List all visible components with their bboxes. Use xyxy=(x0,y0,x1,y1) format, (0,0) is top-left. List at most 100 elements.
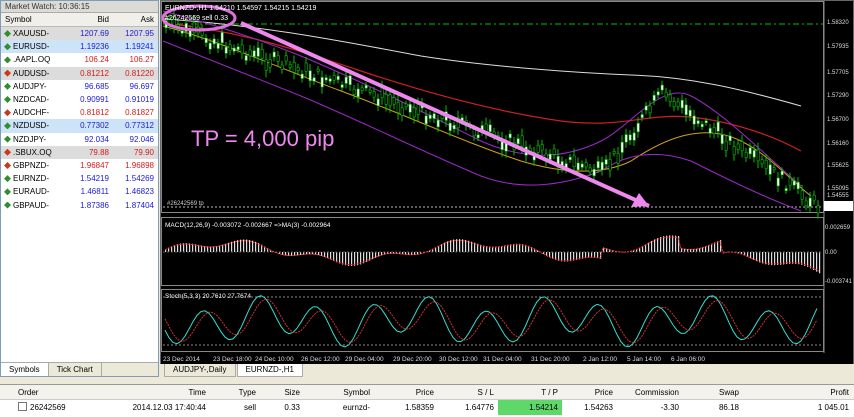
price-chart[interactable]: EURNZD-,H1 1.54210 1.54597 1.54215 1.542… xyxy=(161,1,853,365)
col-bid[interactable]: Bid xyxy=(97,15,109,24)
macd-bar xyxy=(477,243,479,252)
market-watch-header: Symbol Bid Ask xyxy=(1,13,158,27)
symbol-row[interactable]: GBPAUD- 1.87386 1.87404 xyxy=(1,198,158,211)
symbol-name: AUDUSD- xyxy=(1,67,63,80)
macd-bar xyxy=(204,245,206,252)
candle-body xyxy=(288,64,292,68)
ask-value: 1.19241 xyxy=(125,42,154,52)
macd-bar xyxy=(351,252,353,266)
price-tick-label: 1.54555 xyxy=(827,193,849,199)
symbol-row[interactable]: EURAUD- 1.46811 1.46823 xyxy=(1,185,158,198)
tab-tick-chart[interactable]: Tick Chart xyxy=(49,363,102,376)
macd-bar xyxy=(801,252,803,265)
tab-symbols[interactable]: Symbols xyxy=(1,363,49,376)
symbol-row[interactable]: XAUUSD- 1207.69 1207.95 xyxy=(1,27,158,41)
candle-body xyxy=(624,134,628,143)
symbol-row[interactable]: NZDUSD- 0.77302 0.77312 xyxy=(1,119,158,133)
macd-bar xyxy=(702,247,704,252)
macd-bar xyxy=(696,248,698,252)
col-sl[interactable]: S / L xyxy=(477,388,494,397)
macd-bar xyxy=(303,252,305,255)
col-symbol[interactable]: Symbol xyxy=(5,15,32,24)
candle-body xyxy=(184,23,188,32)
symbol-row[interactable]: AUDJPY- 96.685 96.697 xyxy=(1,80,158,93)
stoch-signal-line xyxy=(164,298,818,344)
macd-bar xyxy=(810,252,812,269)
macd-bar xyxy=(456,239,458,252)
macd-bar xyxy=(282,252,284,255)
symbol-row[interactable]: EURNZD- 1.54219 1.54269 xyxy=(1,172,158,185)
candle-body xyxy=(760,159,764,165)
macd-bar xyxy=(498,246,500,252)
symbol-row[interactable]: NZDCAD- 0.90991 0.91019 xyxy=(1,93,158,106)
macd-bar xyxy=(537,250,539,252)
symbol-row[interactable]: .SBUX.OQ 79.88 79.90 xyxy=(1,145,158,159)
symbol-label: NZDJPY- xyxy=(13,134,47,144)
candle-body xyxy=(376,98,380,106)
col-tp[interactable]: T / P xyxy=(541,388,558,397)
candle-body xyxy=(672,101,676,107)
col-order[interactable]: Order xyxy=(18,388,39,397)
candle-body xyxy=(752,150,756,158)
col-price[interactable]: Price xyxy=(415,388,434,397)
macd-bar xyxy=(225,243,227,252)
symbol-name: .SBUX.OQ xyxy=(1,146,63,159)
macd-bar xyxy=(528,245,530,252)
bid-value: 1.19236 xyxy=(80,42,109,52)
chart-window[interactable]: EURNZD-,H1 1.54210 1.54597 1.54215 1.542… xyxy=(160,0,854,377)
symbol-row[interactable]: AUDCHF- 0.81812 0.81827 xyxy=(1,106,158,119)
symbol-row[interactable]: .AAPL.OQ 106.24 106.27 xyxy=(1,53,158,66)
macd-bar xyxy=(168,247,170,252)
price-tick-label: 1.55625 xyxy=(827,163,849,169)
candle-body xyxy=(740,141,744,152)
order-time: 2014.12.03 17:40:44 xyxy=(132,403,206,412)
col-ask[interactable]: Ask xyxy=(140,15,154,24)
macd-bar xyxy=(471,241,473,252)
col-symbol[interactable]: Symbol xyxy=(343,388,370,397)
time-tick-label: 26 Dec 12:00 xyxy=(301,356,340,363)
candle-body xyxy=(256,47,260,57)
tab-chart-audjpy[interactable]: AUDJPY-,Daily xyxy=(164,364,236,377)
symbol-label: EURNZD- xyxy=(13,174,49,184)
col-current-price[interactable]: Price xyxy=(594,388,613,397)
symbol-row[interactable]: NZDJPY- 92.034 92.046 xyxy=(1,133,158,146)
macd-bar xyxy=(738,252,740,254)
tab-chart-eurnzd[interactable]: EURNZD-,H1 xyxy=(236,364,303,377)
symbol-row[interactable]: AUDUSD- 0.81212 0.81220 xyxy=(1,66,158,80)
bid-value: 0.81812 xyxy=(80,108,109,118)
macd-bar xyxy=(666,235,668,252)
macd-tick-label: 0.002659 xyxy=(825,225,851,231)
order-id: 26242569 xyxy=(0,400,95,415)
time-tick-label: 24 Dec 10:00 xyxy=(255,356,294,363)
col-swap[interactable]: Swap xyxy=(718,388,739,397)
candle-body xyxy=(792,180,796,186)
candle-body xyxy=(636,123,640,133)
col-time[interactable]: Time xyxy=(188,388,206,397)
macd-bar xyxy=(261,244,263,252)
macd-bar xyxy=(543,252,545,254)
macd-bar xyxy=(693,249,695,252)
unused xyxy=(163,21,781,111)
macd-bar xyxy=(189,243,191,252)
order-row[interactable]: 26242569 2014.12.03 17:40:44 sell 0.33 e… xyxy=(0,400,854,415)
symbol-row[interactable]: EURUSD- 1.19236 1.19241 xyxy=(1,40,158,54)
macd-bar xyxy=(753,252,755,260)
macd-bar xyxy=(333,252,335,261)
col-profit[interactable]: Profit xyxy=(830,388,849,397)
macd-bar xyxy=(462,239,464,252)
symbol-row[interactable]: GBPNZD- 1.96847 1.96898 xyxy=(1,159,158,172)
candle-body xyxy=(392,97,396,105)
symbol-label: .AAPL.OQ xyxy=(13,55,51,65)
candle-body xyxy=(596,161,600,169)
macd-bar xyxy=(366,252,368,263)
col-type[interactable]: Type xyxy=(238,388,256,397)
col-commission[interactable]: Commission xyxy=(634,388,679,397)
macd-bar xyxy=(612,250,614,252)
candle-body xyxy=(248,49,252,57)
candle-body xyxy=(260,49,264,59)
col-size[interactable]: Size xyxy=(284,388,300,397)
market-watch-title: Market Watch: 10:36:15 xyxy=(1,1,158,13)
candle-body xyxy=(632,132,636,141)
candle-body xyxy=(296,67,300,71)
macd-bar xyxy=(363,252,365,264)
